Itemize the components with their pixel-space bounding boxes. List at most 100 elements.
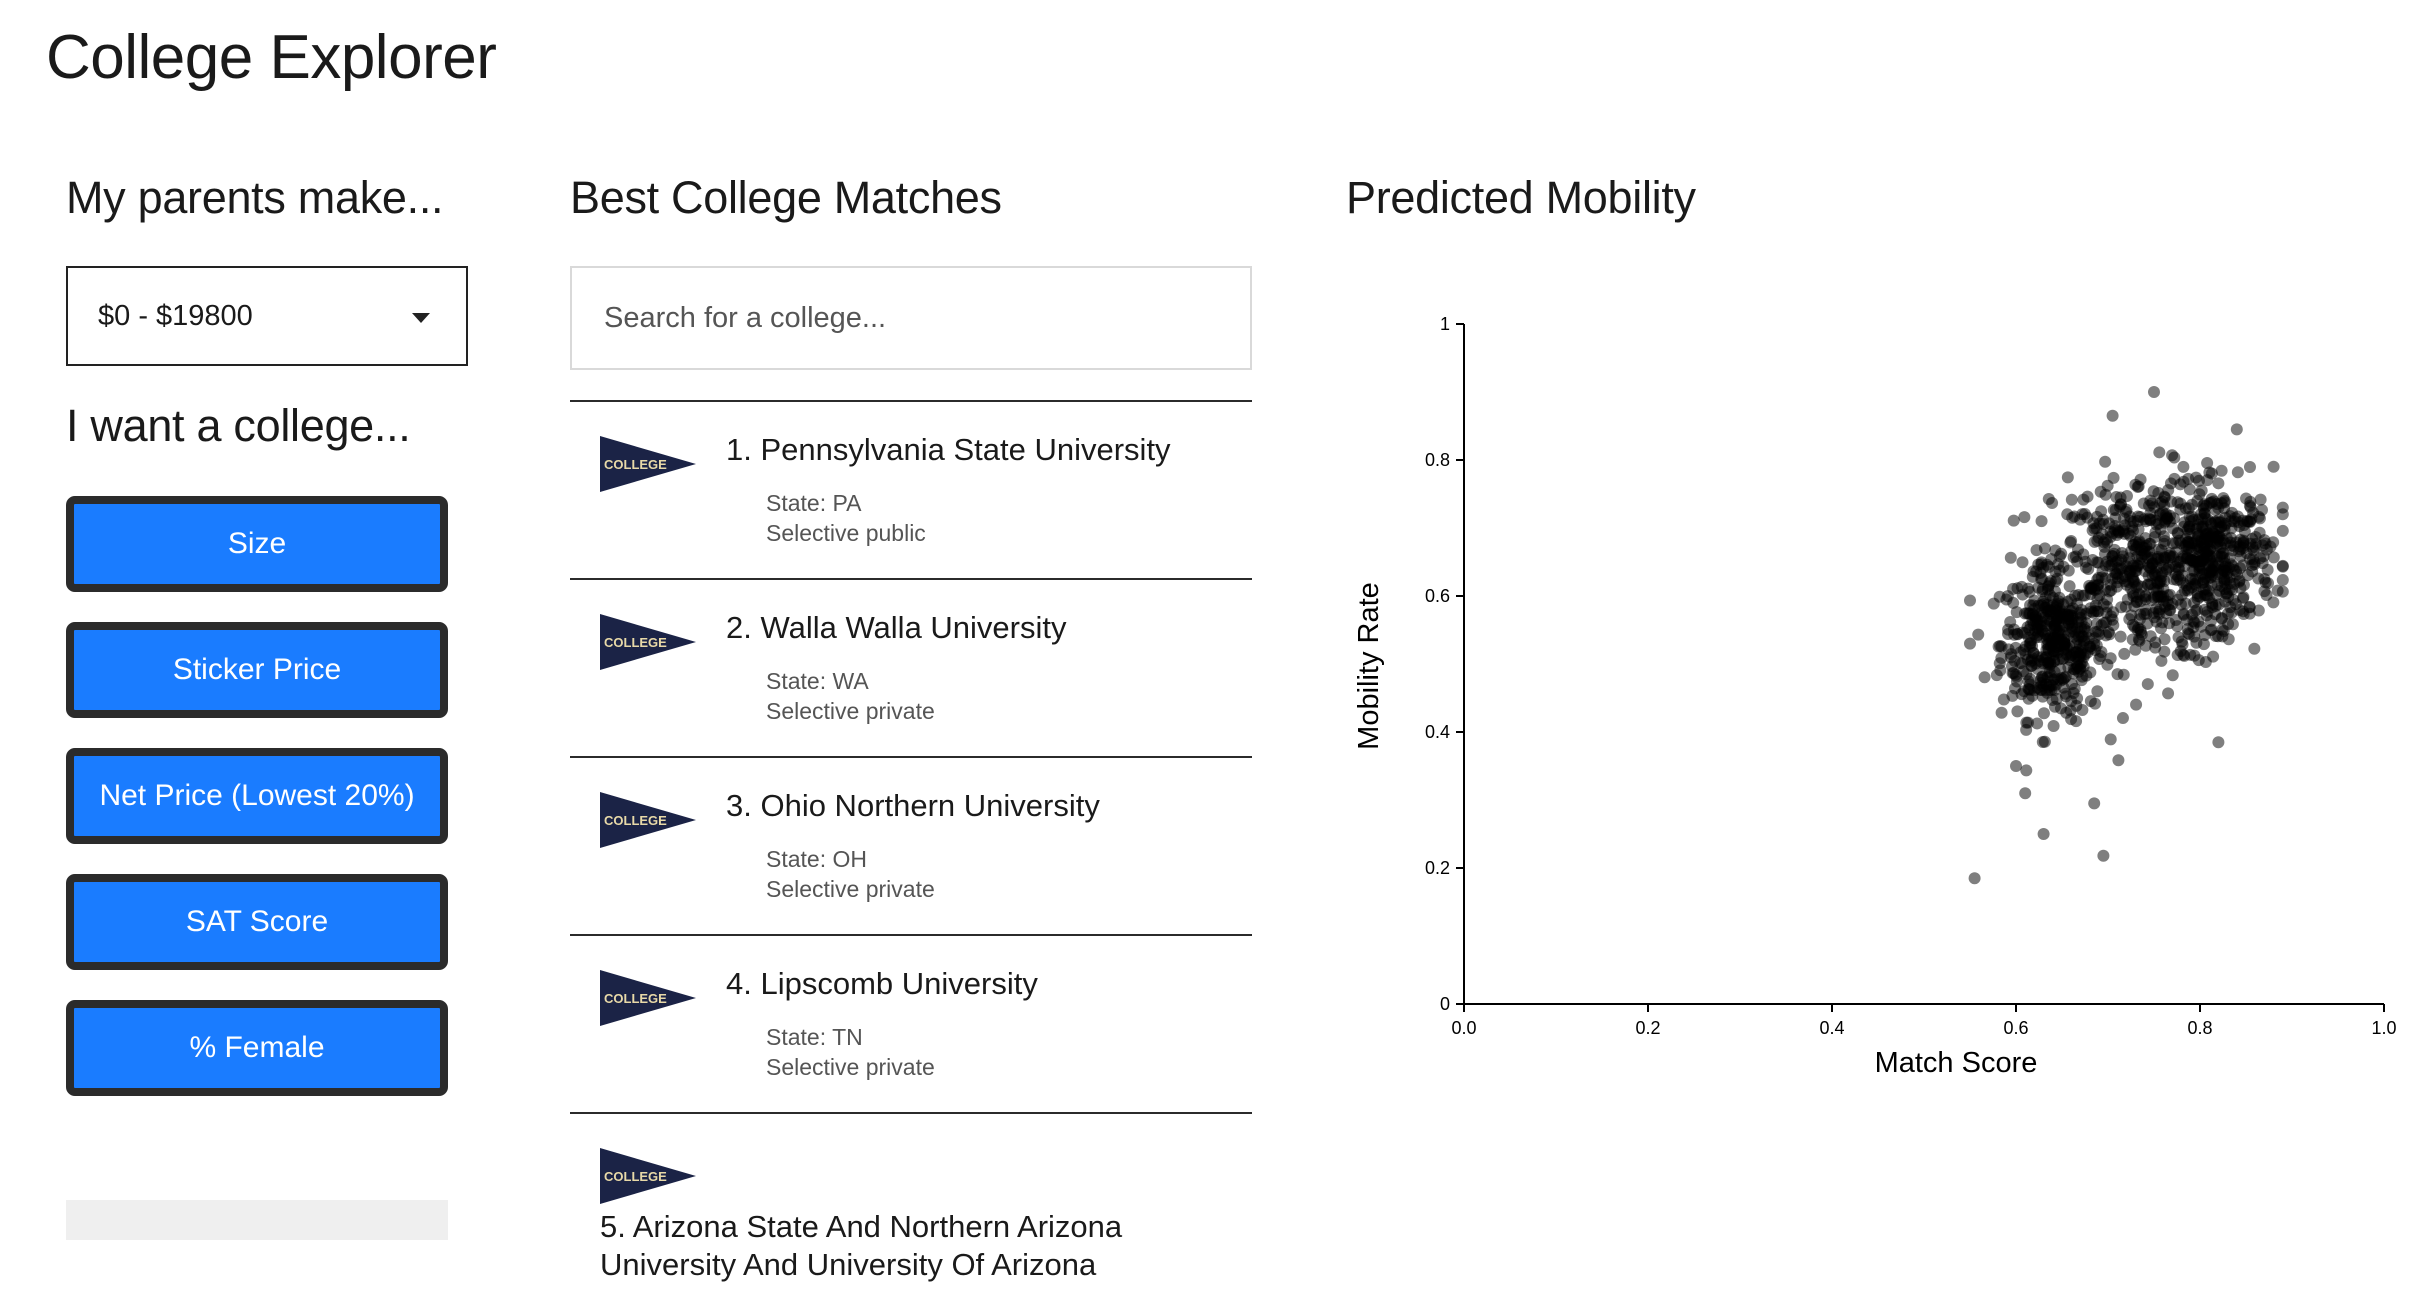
scatter-point bbox=[2158, 534, 2171, 547]
scatter-point bbox=[2252, 604, 2265, 617]
college-state: State: WA bbox=[766, 668, 869, 694]
scatter-point bbox=[2177, 648, 2190, 661]
scatter-point bbox=[2131, 510, 2144, 523]
y-tick-label: 0 bbox=[1440, 994, 1450, 1014]
scatter-point bbox=[2042, 493, 2055, 506]
scatter-point bbox=[2181, 523, 2194, 536]
scatter-point bbox=[2205, 467, 2218, 480]
college-list-item[interactable]: COLLEGE 5. Arizona State And Northern Ar… bbox=[570, 1112, 1252, 1290]
college-name[interactable]: 4. Lipscomb University bbox=[726, 966, 1038, 1001]
college-list-item[interactable]: COLLEGE 4. Lipscomb University State: TN… bbox=[570, 934, 1252, 1112]
x-tick-label: 0.0 bbox=[1451, 1018, 1476, 1038]
scatter-point bbox=[2015, 657, 2028, 670]
matches-heading: Best College Matches bbox=[570, 172, 1002, 223]
income-select[interactable]: $0 - $19800 bbox=[66, 266, 468, 366]
scatter-point bbox=[2215, 464, 2228, 477]
scatter-point bbox=[2243, 499, 2256, 512]
college-pennant-icon: COLLEGE bbox=[600, 1148, 696, 1204]
scatter-point bbox=[2044, 679, 2057, 692]
scatter-point bbox=[2149, 636, 2162, 649]
scatter-point bbox=[2249, 537, 2262, 550]
scatter-point bbox=[2039, 591, 2052, 604]
scatter-point bbox=[2068, 682, 2081, 695]
scatter-point bbox=[2099, 488, 2112, 501]
scatter-point bbox=[2230, 423, 2243, 436]
scatter-point bbox=[2118, 512, 2131, 525]
scatter-point bbox=[2097, 849, 2110, 862]
scatter-point bbox=[2219, 560, 2232, 573]
scatter-point bbox=[2035, 623, 2048, 636]
scatter-point bbox=[2008, 623, 2021, 636]
scatter-point bbox=[2051, 597, 2064, 610]
college-list-item[interactable]: COLLEGE 3. Ohio Northern University Stat… bbox=[570, 756, 1252, 934]
scatter-point bbox=[2091, 573, 2104, 586]
svg-text:COLLEGE: COLLEGE bbox=[604, 1169, 667, 1184]
sticker-price-filter-button[interactable]: Sticker Price bbox=[66, 622, 448, 718]
scatter-point bbox=[2212, 502, 2225, 515]
scatter-point bbox=[1972, 628, 1985, 641]
college-list-item[interactable]: COLLEGE 2. Walla Walla University State:… bbox=[570, 578, 1252, 756]
scatter-point bbox=[2082, 632, 2095, 645]
scatter-point bbox=[2143, 514, 2156, 527]
scatter-point bbox=[2267, 460, 2280, 473]
scatter-point bbox=[2001, 590, 2014, 603]
scatter-point bbox=[2102, 626, 2115, 639]
scatter-point bbox=[2019, 787, 2032, 800]
scatter-point bbox=[1964, 637, 1976, 650]
scatter-point bbox=[2125, 609, 2138, 622]
scatter-point bbox=[2229, 598, 2242, 611]
college-list-item[interactable]: COLLEGE 1. Pennsylvania State University… bbox=[570, 400, 1252, 578]
scatter-point bbox=[2107, 471, 2120, 484]
scatter-point bbox=[2026, 570, 2039, 583]
college-list: COLLEGE 1. Pennsylvania State University… bbox=[570, 400, 1252, 1290]
college-name[interactable]: 5. Arizona State And Northern Arizona Un… bbox=[600, 1209, 1123, 1282]
scatter-point bbox=[2054, 674, 2067, 687]
scatter-point bbox=[2197, 638, 2210, 651]
female-filter-button[interactable]: % Female bbox=[66, 1000, 448, 1096]
scatter-point bbox=[2050, 692, 2063, 705]
scatter-point bbox=[2070, 699, 2083, 712]
college-name[interactable]: 1. Pennsylvania State University bbox=[726, 432, 1171, 467]
sat-score-filter-button[interactable]: SAT Score bbox=[66, 874, 448, 970]
scatter-point bbox=[2084, 695, 2097, 708]
scatter-point bbox=[2037, 653, 2050, 666]
scatter-point bbox=[2254, 493, 2267, 506]
college-name[interactable]: 2. Walla Walla University bbox=[726, 610, 1067, 645]
scatter-point bbox=[2130, 698, 2143, 711]
svg-text:COLLEGE: COLLEGE bbox=[604, 813, 667, 828]
size-filter-button[interactable]: Size bbox=[66, 496, 448, 592]
scatter-point bbox=[2201, 456, 2214, 469]
scatter-point bbox=[2081, 490, 2094, 503]
scatter-point bbox=[2080, 607, 2093, 620]
college-name[interactable]: 3. Ohio Northern University bbox=[726, 788, 1100, 823]
scatter-point bbox=[2034, 683, 2047, 696]
svg-text:COLLEGE: COLLEGE bbox=[604, 991, 667, 1006]
scatter-point bbox=[2207, 527, 2220, 540]
scatter-point bbox=[2267, 551, 2280, 564]
scatter-point bbox=[2020, 764, 2033, 777]
scatter-point bbox=[2185, 581, 2198, 594]
college-search-input[interactable] bbox=[570, 266, 1252, 370]
scatter-point bbox=[2011, 705, 2024, 718]
scatter-point bbox=[2181, 623, 2194, 636]
x-tick-label: 0.8 bbox=[2187, 1018, 2212, 1038]
net-price-filter-button[interactable]: Net Price (Lowest 20%) bbox=[66, 748, 448, 844]
scatter-point bbox=[2166, 598, 2179, 611]
scatter-point bbox=[2133, 588, 2146, 601]
scatter-point bbox=[2260, 543, 2273, 556]
scatter-point bbox=[2031, 717, 2044, 730]
scatter-point bbox=[2112, 754, 2125, 767]
svg-text:COLLEGE: COLLEGE bbox=[604, 457, 667, 472]
scatter-point bbox=[2231, 466, 2244, 479]
scatter-point bbox=[2049, 608, 2062, 621]
college-type: Selective private bbox=[766, 876, 935, 902]
scatter-point bbox=[2149, 526, 2162, 539]
scatter-point bbox=[2005, 660, 2018, 673]
scatter-point bbox=[2108, 543, 2121, 556]
scatter-point bbox=[2179, 597, 2192, 610]
scatter-point bbox=[2155, 544, 2168, 557]
scatter-point bbox=[2090, 617, 2103, 630]
scatter-point bbox=[2016, 556, 2029, 569]
college-type: Selective private bbox=[766, 698, 935, 724]
scatter-point bbox=[2009, 682, 2022, 695]
